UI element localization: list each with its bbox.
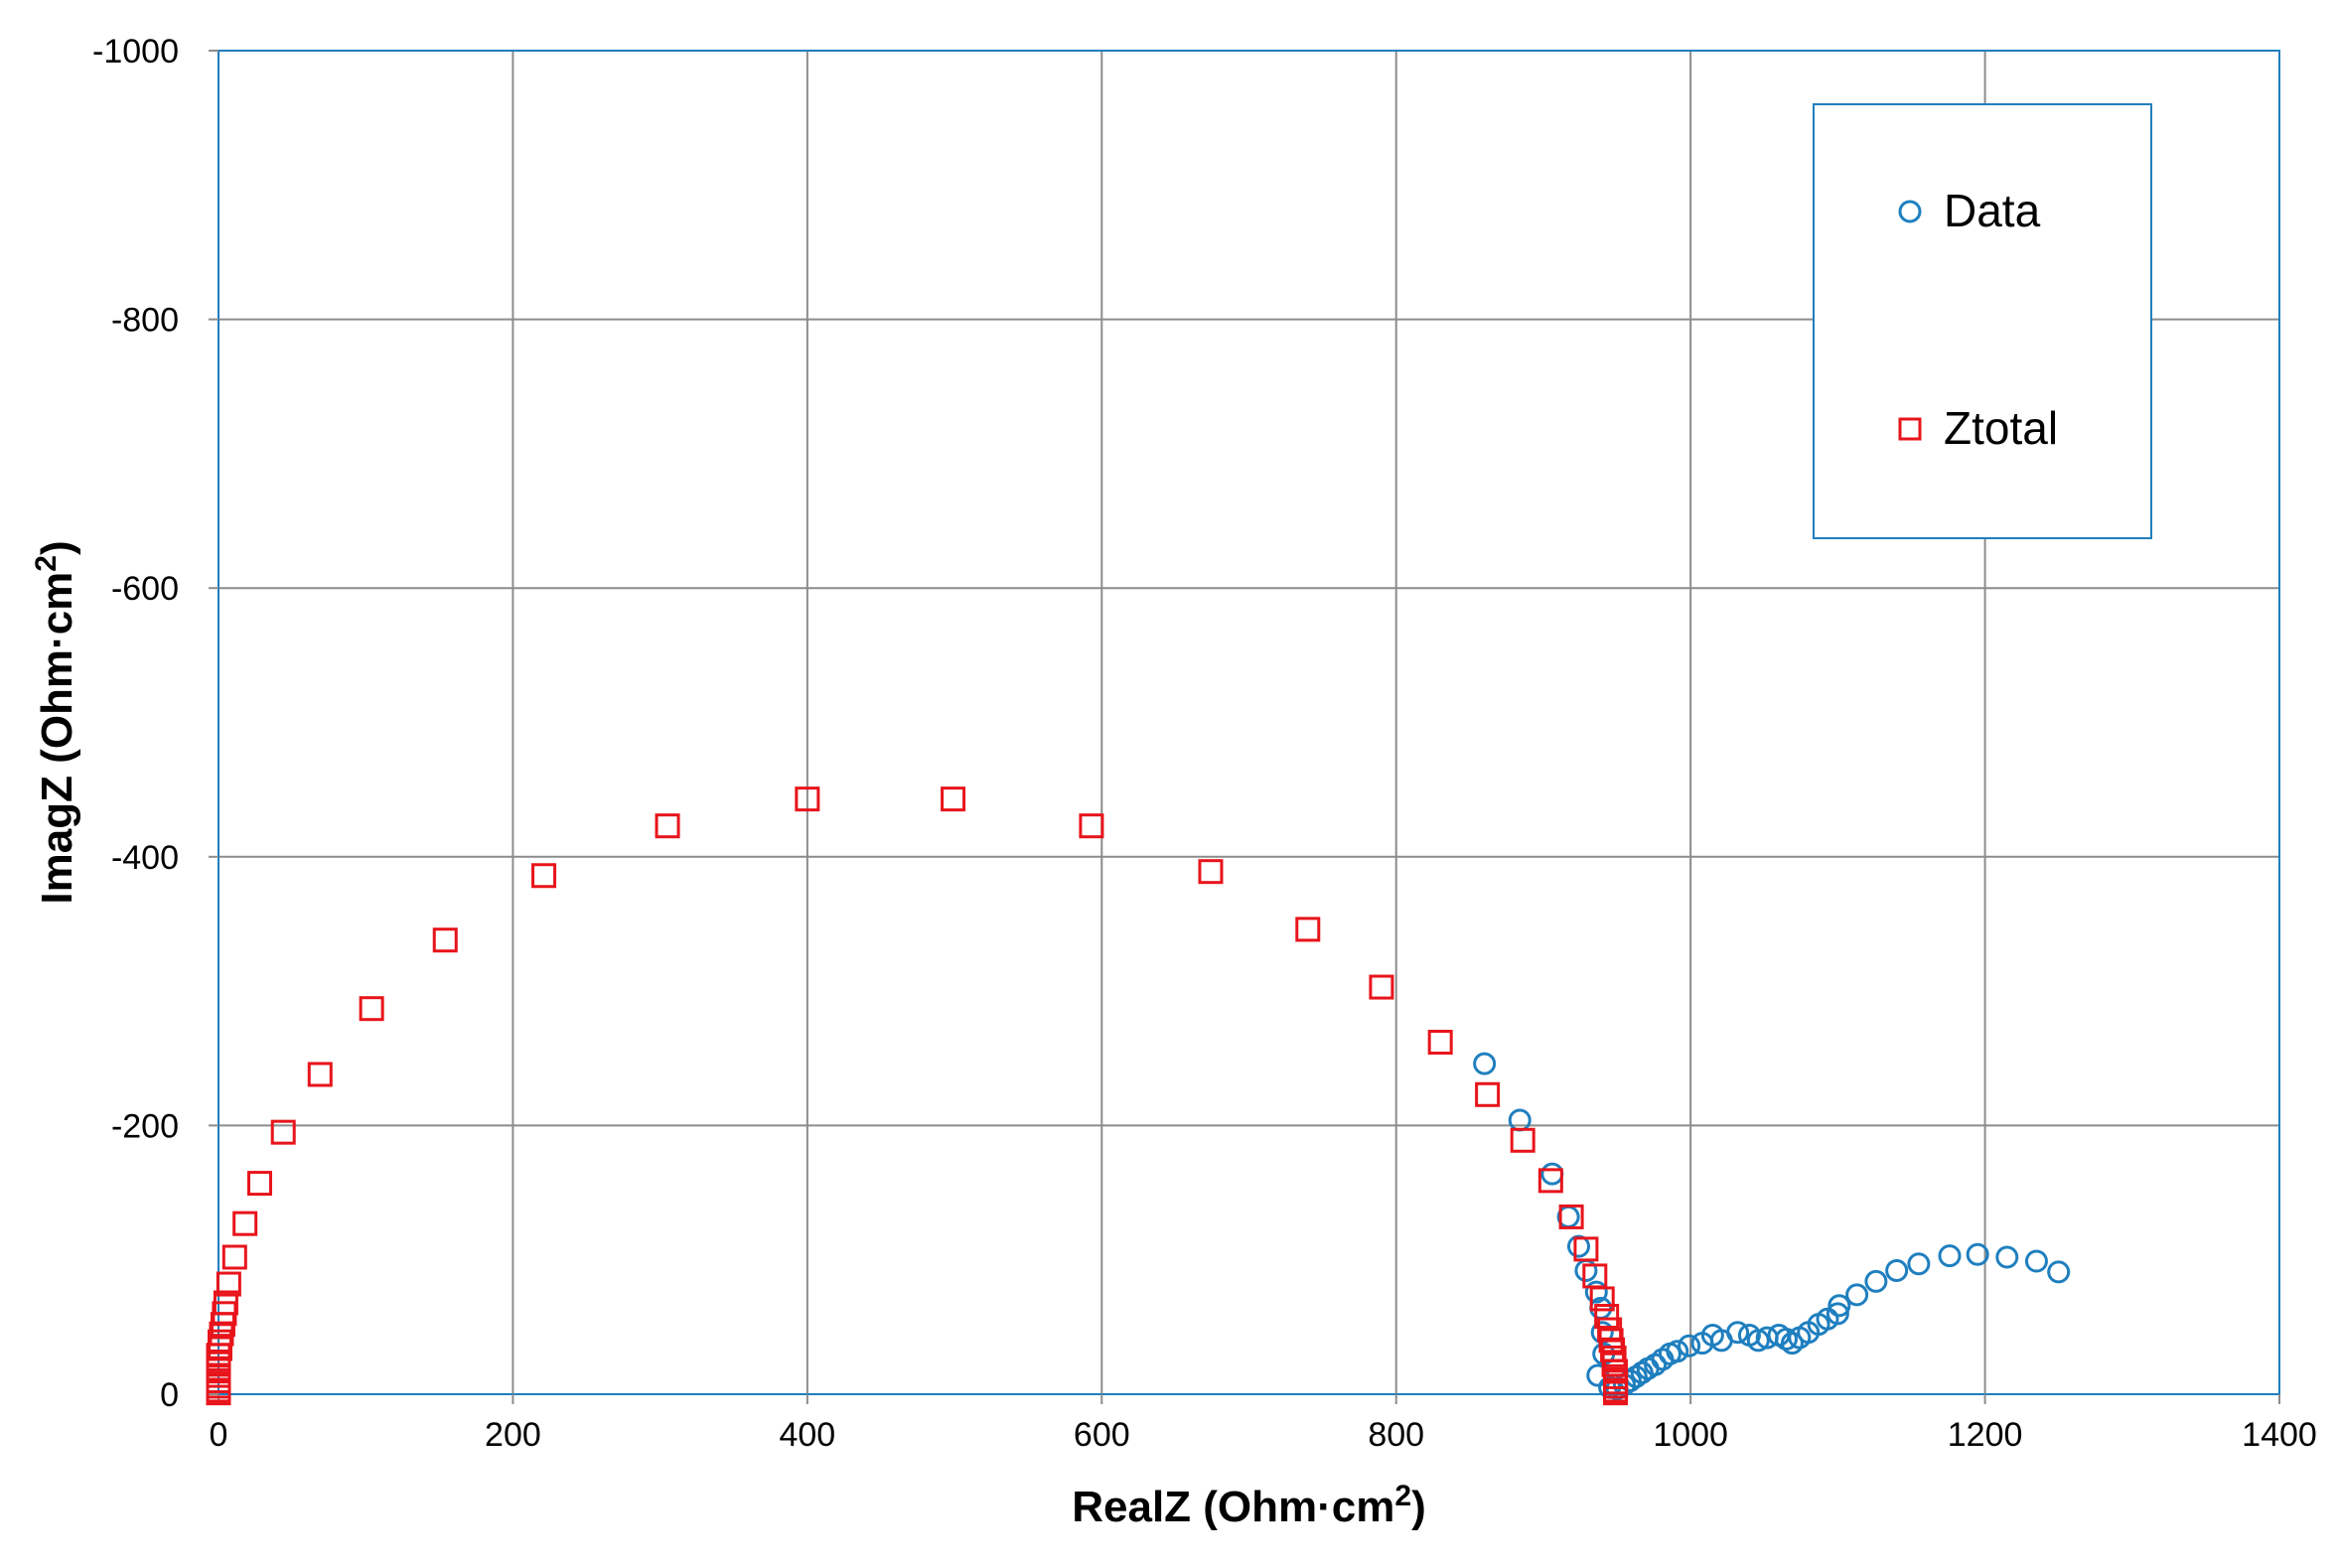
- ztotal-point: [232, 1211, 258, 1236]
- data-point: [1995, 1245, 2019, 1269]
- y-tick-label: -800: [111, 302, 179, 340]
- legend: Data Ztotal: [1813, 103, 2152, 539]
- data-point: [2024, 1249, 2048, 1273]
- ztotal-point: [247, 1171, 272, 1197]
- data-point: [2047, 1260, 2071, 1284]
- ztotal-point: [1369, 974, 1394, 1000]
- ztotal-point: [216, 1271, 241, 1297]
- y-tick-label: -1000: [92, 33, 179, 71]
- data-point: [1827, 1294, 1851, 1318]
- ztotal-point: [1475, 1081, 1501, 1107]
- data-point: [1473, 1052, 1497, 1075]
- ztotal-point: [1537, 1168, 1563, 1194]
- x-axis-title-superscript: 2: [1394, 1480, 1411, 1512]
- ztotal-point: [1594, 1304, 1620, 1330]
- x-axis-title-text: RealZ (Ohm·cm: [1072, 1483, 1394, 1531]
- legend-marker-ztotal: [1898, 417, 1922, 441]
- y-axis-title-text: ImagZ (Ohm·cm: [33, 572, 81, 905]
- data-point: [1826, 1302, 1849, 1326]
- x-tick-label: 0: [210, 1416, 228, 1454]
- data-point: [1666, 1340, 1689, 1363]
- series-ztotal: [206, 786, 1629, 1406]
- x-tick-label: 600: [1074, 1416, 1130, 1454]
- y-tick-label: -400: [111, 839, 179, 877]
- data-point: [1678, 1334, 1701, 1357]
- ztotal-point: [795, 786, 820, 812]
- y-axis-title-close: ): [33, 540, 81, 555]
- legend-marker-data: [1898, 200, 1922, 223]
- ztotal-point: [1198, 859, 1224, 885]
- ztotal-point: [307, 1062, 333, 1087]
- x-tick-label: 1400: [2242, 1416, 2317, 1454]
- data-point: [1584, 1280, 1608, 1304]
- tick-labels: 0 200 400 600 800 1000 1200 1400 0 -200 -400 -600 -8…: [92, 33, 2317, 1454]
- ztotal-point: [1558, 1204, 1584, 1229]
- x-tick-label: 800: [1368, 1416, 1424, 1454]
- y-axis-title: ImagZ (Ohm·cm2): [30, 540, 81, 904]
- y-tick-label: -600: [111, 570, 179, 608]
- ztotal-point: [213, 1290, 238, 1316]
- x-tick-label: 400: [779, 1416, 835, 1454]
- ztotal-point: [655, 813, 680, 839]
- ztotal-point: [531, 863, 557, 889]
- data-point: [1864, 1269, 1888, 1293]
- legend-box: [1813, 103, 2152, 539]
- y-axis-title-superscript: 2: [30, 555, 63, 572]
- ztotal-point: [1589, 1286, 1615, 1312]
- data-point: [1845, 1283, 1869, 1307]
- series-markers: [206, 786, 2071, 1406]
- x-axis-title-close: ): [1411, 1483, 1426, 1531]
- data-point: [1907, 1252, 1931, 1276]
- data-point: [1567, 1234, 1590, 1258]
- ztotal-point: [221, 1244, 247, 1270]
- ztotal-point: [1603, 1380, 1629, 1406]
- x-tick-label: 1000: [1653, 1416, 1728, 1454]
- legend-label-ztotal: Ztotal: [1944, 402, 2058, 454]
- data-point: [1746, 1329, 1770, 1353]
- data-point: [1885, 1259, 1909, 1283]
- ztotal-point: [941, 786, 966, 812]
- ztotal-point: [1295, 917, 1321, 942]
- y-tick-label: -200: [111, 1107, 179, 1145]
- ztotal-point: [1427, 1030, 1453, 1056]
- legend-label-data: Data: [1944, 185, 2041, 236]
- data-point: [1966, 1242, 1989, 1266]
- ztotal-point: [1510, 1127, 1535, 1153]
- plot-area-border: [218, 50, 2280, 1395]
- x-axis-title: RealZ (Ohm·cm2): [1072, 1480, 1426, 1531]
- x-tick-label: 200: [485, 1416, 541, 1454]
- ztotal-point: [1079, 813, 1104, 839]
- data-point: [1774, 1328, 1798, 1352]
- data-point: [1938, 1244, 1962, 1268]
- ztotal-point: [359, 996, 384, 1022]
- ztotal-point: [1573, 1236, 1599, 1262]
- y-tick-label: 0: [160, 1376, 179, 1414]
- ztotal-point: [432, 927, 458, 953]
- data-point: [1726, 1321, 1750, 1345]
- ztotal-point: [270, 1119, 296, 1145]
- x-tick-label: 1200: [1948, 1416, 2023, 1454]
